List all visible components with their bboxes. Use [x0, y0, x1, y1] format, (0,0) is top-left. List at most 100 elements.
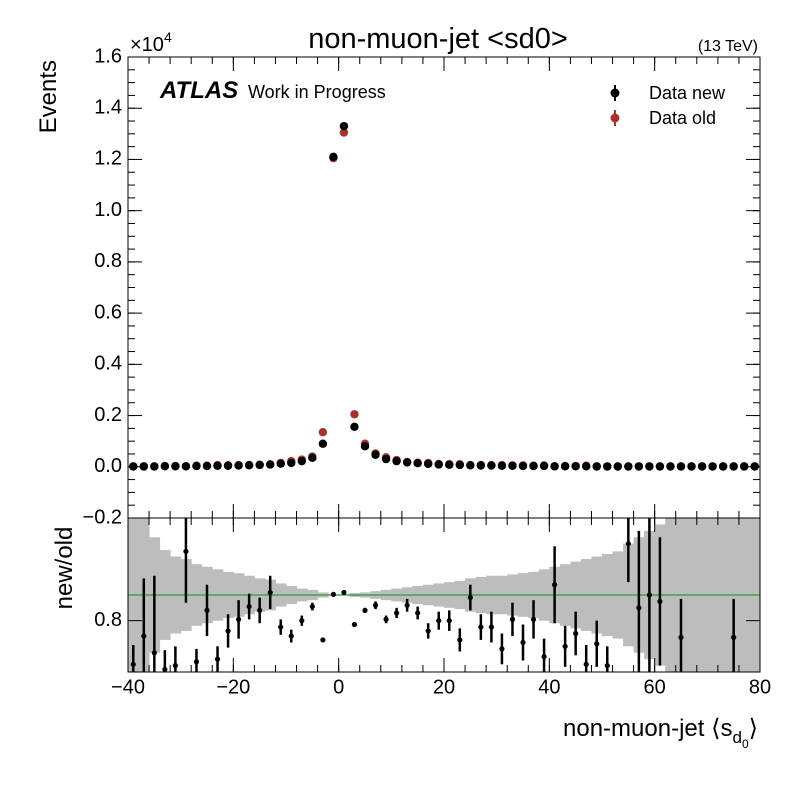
x-tick-label: 80: [749, 676, 771, 698]
ratio-marker: [583, 661, 589, 667]
multiplier-base: ×10: [130, 34, 164, 56]
x-label-subsub: 0: [742, 737, 749, 751]
ratio-point: [299, 615, 305, 626]
ratio-marker: [383, 616, 389, 622]
y-tick-label: −0.2: [83, 506, 122, 528]
x-label-sub: d: [732, 728, 741, 747]
data-point: [234, 461, 243, 470]
ratio-marker: [225, 628, 231, 634]
data-point: [476, 461, 486, 470]
ratio-marker: [267, 589, 273, 596]
ratio-point: [583, 645, 589, 672]
ratio-point: [130, 645, 136, 672]
ratio-point: [573, 611, 579, 656]
ratio-point: [488, 611, 494, 643]
data-point: [613, 462, 622, 471]
ratio-marker: [446, 618, 452, 624]
ratio-marker: [320, 637, 326, 643]
data-point: [740, 462, 749, 471]
ratio-marker: [299, 618, 305, 624]
data-point: [518, 461, 528, 471]
data-point: [624, 462, 633, 471]
ratio-marker: [636, 605, 642, 611]
ratio-marker: [204, 607, 210, 614]
data-point: [603, 462, 612, 471]
data-point: [424, 459, 433, 469]
legend-marker: [610, 113, 620, 123]
data-point: [392, 456, 401, 466]
data-point: [192, 461, 201, 471]
ratio-point: [394, 607, 400, 619]
data-point: [413, 458, 422, 468]
status-label: Work in Progress: [248, 82, 386, 102]
ratio-y-axis-label: new/old: [51, 527, 78, 610]
data-point: [455, 460, 464, 470]
data-point: [139, 462, 148, 471]
data-point: [497, 461, 507, 470]
ratio-marker: [594, 641, 600, 647]
data-point: [381, 454, 391, 464]
data-point: [582, 462, 591, 471]
y-tick-label: 0.8: [94, 609, 122, 631]
ratio-point: [604, 646, 610, 672]
y-tick-label: 0.4: [94, 353, 122, 375]
data-point: [150, 462, 159, 471]
data-point: [529, 461, 538, 471]
ratio-marker: [246, 603, 252, 610]
data-point: [223, 461, 233, 470]
main-plot: [129, 121, 759, 471]
ratio-point: [562, 625, 568, 667]
ratio-marker: [130, 661, 136, 667]
data-point: [571, 462, 580, 471]
data-point: [339, 121, 349, 131]
ratio-point: [404, 598, 410, 612]
ratio-point: [446, 610, 452, 631]
data-point: [329, 152, 338, 162]
ratio-point: [214, 646, 221, 672]
ratio-marker: [625, 541, 631, 547]
ratio-point: [657, 537, 663, 666]
data-point: [434, 460, 443, 469]
ratio-marker: [552, 582, 558, 588]
ratio-marker: [351, 621, 358, 628]
ratio-point: [415, 606, 421, 620]
ratio-point: [362, 607, 368, 614]
data-point: [697, 462, 707, 471]
ratio-marker: [678, 634, 684, 640]
ratio-marker: [341, 589, 347, 596]
ratio-point: [509, 602, 516, 637]
data-point: [666, 462, 675, 471]
ratio-point: [288, 629, 294, 643]
ratio-marker: [415, 610, 421, 616]
y-tick-label: 1.2: [94, 148, 122, 170]
ratio-point: [330, 591, 336, 597]
ratio-marker: [562, 643, 568, 649]
data-point: [318, 439, 328, 448]
ratio-marker: [183, 548, 189, 554]
y-tick-label: 0.8: [94, 250, 122, 272]
data-point: [244, 461, 254, 470]
ratio-marker: [330, 591, 336, 597]
y-tick-label: 1.4: [94, 97, 122, 119]
ratio-point: [499, 633, 505, 665]
data-point: [729, 462, 738, 471]
ratio-point: [541, 638, 547, 672]
ratio-point: [594, 620, 600, 667]
data-point: [171, 462, 180, 471]
ratio-marker: [193, 659, 200, 665]
ratio-point: [267, 575, 273, 610]
x-label-close: ⟩: [749, 715, 758, 742]
data-point: [339, 128, 349, 137]
x-tick-label: 40: [538, 676, 560, 698]
ratio-marker: [488, 624, 494, 630]
ratio-marker: [604, 662, 610, 669]
data-point: [445, 460, 454, 469]
ratio-marker: [372, 602, 379, 608]
ratio-marker: [172, 662, 178, 669]
data-point: [487, 461, 496, 470]
ratio-marker: [457, 637, 463, 643]
ratio-marker: [530, 616, 537, 622]
ratio-marker: [257, 607, 263, 614]
data-point: [350, 410, 359, 419]
